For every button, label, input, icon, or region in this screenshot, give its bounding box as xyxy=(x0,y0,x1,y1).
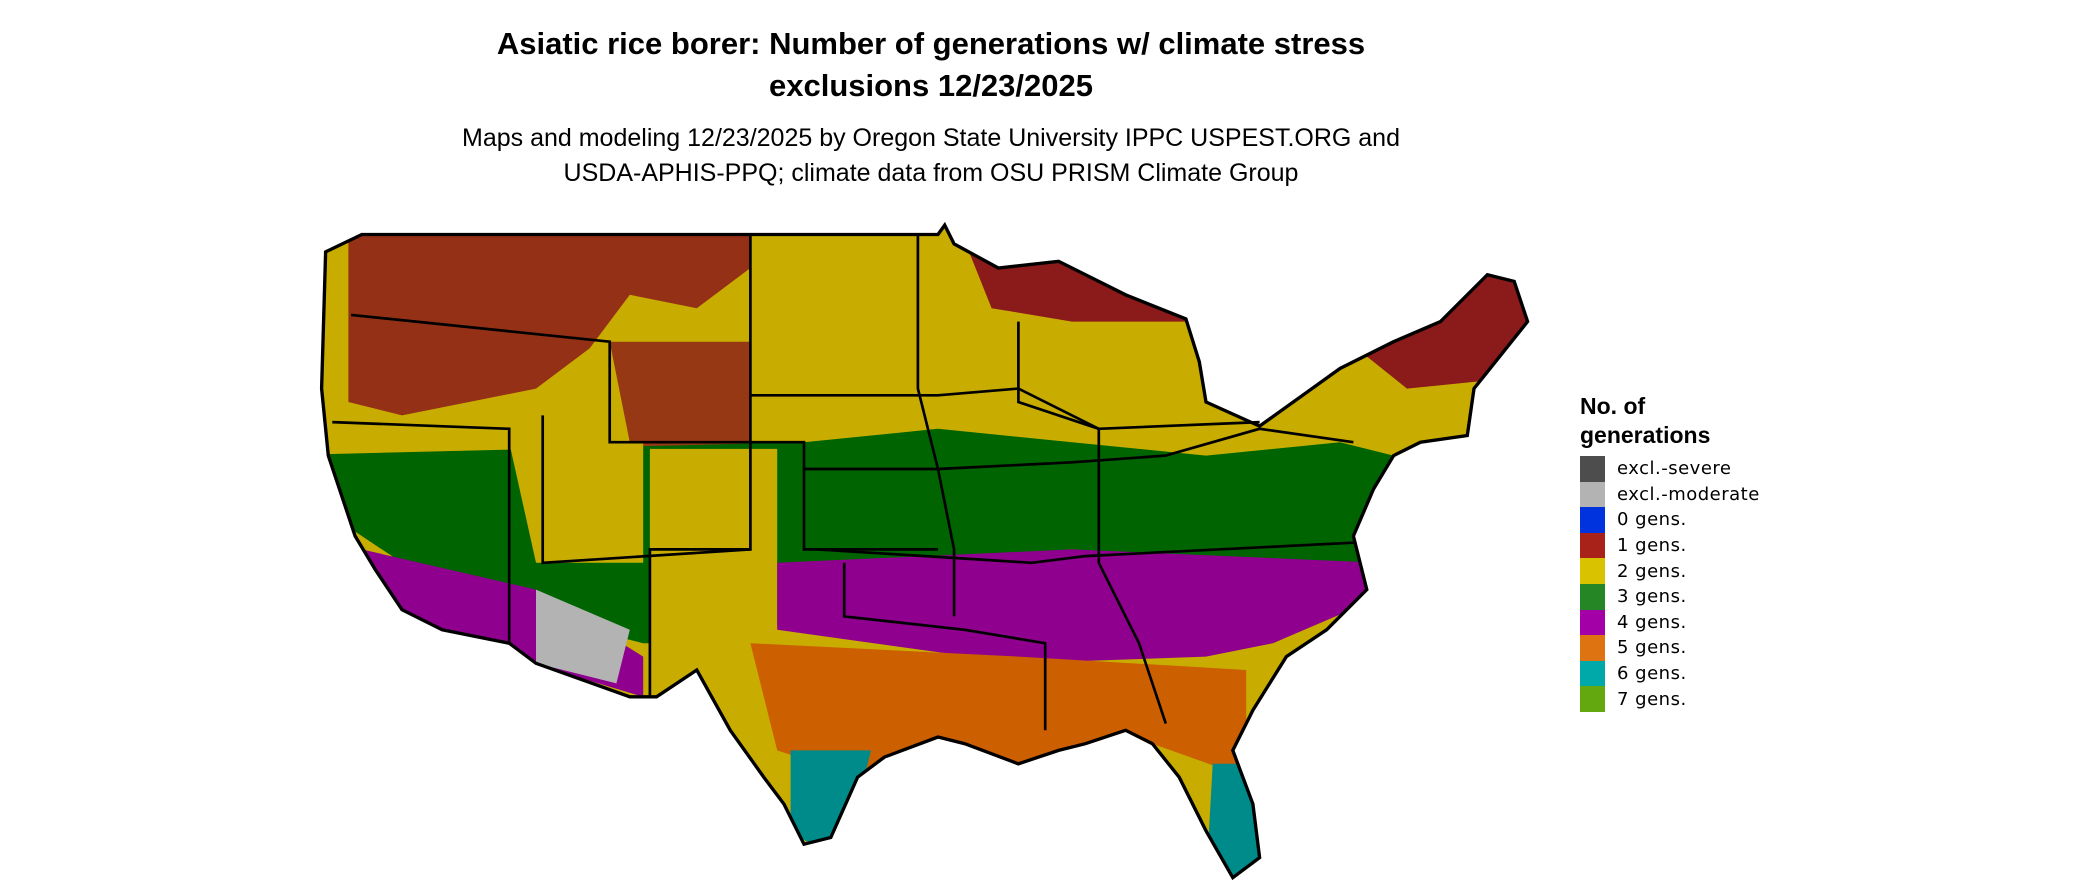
legend-title: No. of generations xyxy=(1580,393,1711,448)
legend-item: 7 gens. xyxy=(1580,686,1760,712)
legend-items: excl.-severe excl.-moderate 0 gens. 1 gens.… xyxy=(1580,456,1760,712)
legend-label: 1 gens. xyxy=(1617,535,1687,557)
legend-swatch xyxy=(1580,507,1605,533)
generation-zones xyxy=(321,225,1528,878)
legend-label: 3 gens. xyxy=(1617,586,1687,608)
legend-label: excl.-severe xyxy=(1617,458,1732,480)
legend-item: 3 gens. xyxy=(1580,583,1760,610)
legend-swatch xyxy=(1580,609,1605,636)
legend-label: excl.-moderate xyxy=(1617,483,1760,505)
legend-swatch xyxy=(1580,456,1605,482)
zone-excl-moderate xyxy=(536,589,630,684)
legend-label: 0 gens. xyxy=(1617,509,1687,531)
legend-item: 6 gens. xyxy=(1580,660,1760,687)
zone-6-gens-florida xyxy=(1206,763,1274,878)
legend-label: 7 gens. xyxy=(1617,688,1687,710)
legend-item: 0 gens. xyxy=(1580,507,1760,533)
map-subtitle-line-1: Maps and modeling 12/23/2025 by Oregon S… xyxy=(462,124,1400,152)
legend-swatch xyxy=(1580,635,1605,661)
map-title-line-1: Asiatic rice borer: Number of generation… xyxy=(496,26,1366,61)
legend-label: 4 gens. xyxy=(1617,611,1687,633)
legend-swatch xyxy=(1580,558,1605,584)
legend-label: 2 gens. xyxy=(1617,560,1687,582)
legend-swatch xyxy=(1580,532,1605,559)
legend-swatch xyxy=(1580,686,1605,712)
legend-item: 2 gens. xyxy=(1580,558,1760,584)
legend-label: 6 gens. xyxy=(1617,663,1687,685)
zone-1-gens-northwest xyxy=(348,227,751,416)
state-boundaries xyxy=(332,234,1354,731)
map-subtitle-line-2: USDA-APHIS-PPQ; climate data from OSU PR… xyxy=(563,159,1299,187)
legend-item: excl.-severe xyxy=(1580,456,1760,482)
legend-swatch xyxy=(1580,481,1605,508)
legend-swatch xyxy=(1580,583,1605,610)
legend-item: excl.-moderate xyxy=(1580,481,1760,508)
legend-item: 4 gens. xyxy=(1580,609,1760,636)
legend-swatch xyxy=(1580,660,1605,687)
legend: No. of generations excl.-severe excl.-mod… xyxy=(1580,392,1760,712)
zone-2-gens-new-mexico xyxy=(649,448,778,697)
map-title-line-2: exclusions 12/23/2025 xyxy=(768,68,1093,103)
zone-6-gens-texas xyxy=(790,750,871,858)
legend-label: 5 gens. xyxy=(1617,637,1687,659)
legend-item: 1 gens. xyxy=(1580,532,1760,559)
legend-item: 5 gens. xyxy=(1580,635,1760,661)
zone-4-gens xyxy=(777,549,1381,664)
